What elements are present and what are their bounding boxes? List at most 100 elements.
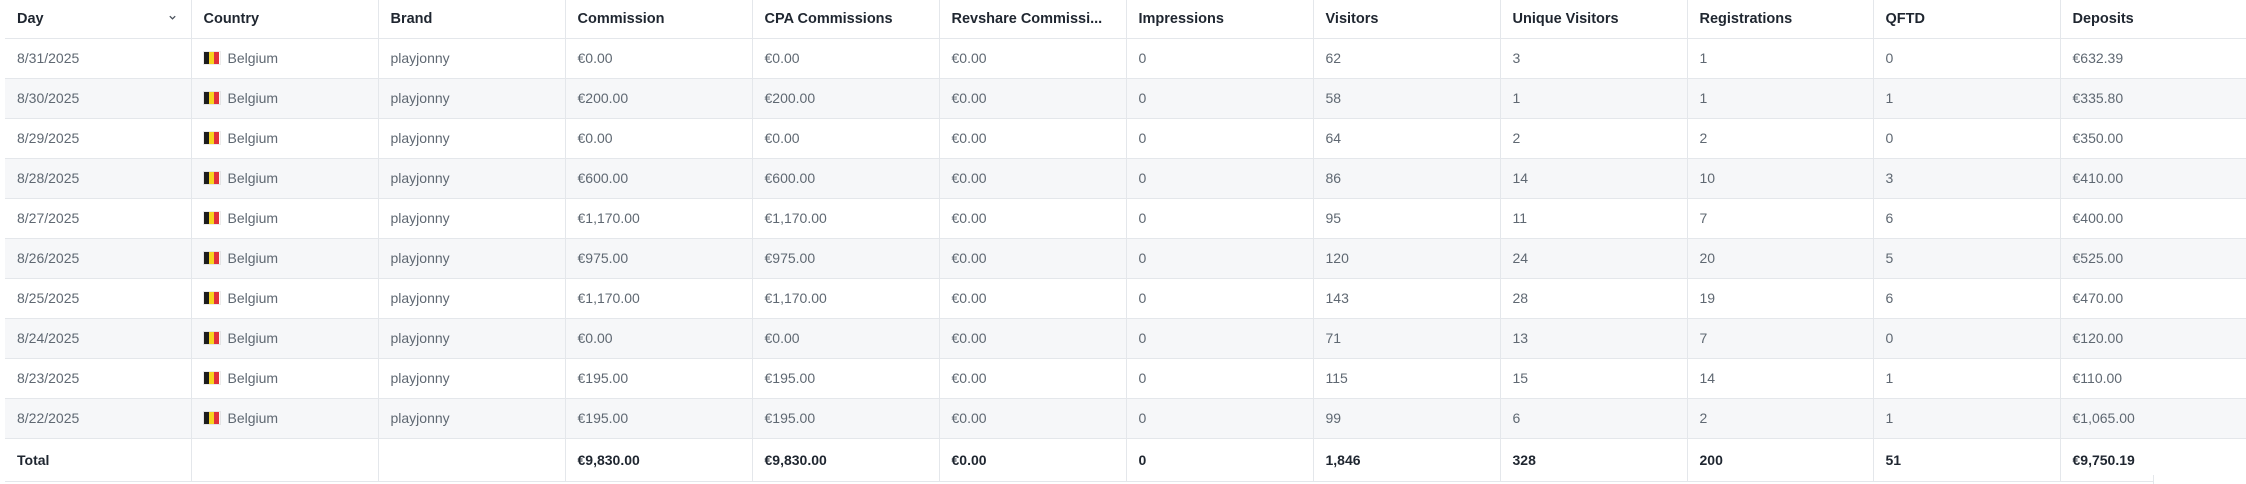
table-row[interactable]: 8/24/2025 Belgium playjonny €0.00 €0.00 €0.00… [5,318,2246,359]
cell-value: €350.00 [2072,130,2124,146]
cell-value: 8/25/2025 [17,290,80,306]
table-row[interactable]: 8/30/2025 Belgium playjonny €200.00 €200.00 €… [5,78,2246,119]
cell-registrations: 1 [1687,78,1874,119]
cell-value: €1,170.00 [764,290,827,306]
cell-brand: playjonny [378,118,566,159]
cell-impressions: 0 [1126,158,1314,199]
column-header-brand[interactable]: Brand [378,0,566,39]
cell-value: €195.00 [764,370,816,386]
cell-impressions: 0 [1126,78,1314,119]
cell-value: 7 [1699,330,1708,346]
cell-value: €1,170.00 [764,210,827,226]
cell-impressions: 0 [1126,398,1314,439]
table-row[interactable]: 8/22/2025 Belgium playjonny €195.00 €195.00 €… [5,398,2246,439]
cell-value: playjonny [390,410,450,426]
cell-unique-visitors: 15 [1500,358,1688,399]
cell-commission: €600.00 [565,158,753,199]
cell-unique-visitors: 14 [1500,158,1688,199]
cell-value: €1,170.00 [577,210,640,226]
cell-value: 115 [1325,370,1348,386]
table-row[interactable]: 8/26/2025 Belgium playjonny €975.00 €975.00 €… [5,238,2246,279]
cell-country: Belgium [191,238,379,279]
total-cell-commission: €9,830.00 [565,438,753,482]
cell-qftd: 3 [1873,158,2061,199]
cell-commission: €195.00 [565,358,753,399]
cell-visitors: 99 [1313,398,1501,439]
table-row[interactable]: 8/31/2025 Belgium playjonny €0.00 €0.00 €0.00… [5,38,2246,79]
cell-registrations: 19 [1687,278,1874,319]
cell-deposits: €110.00 [2060,358,2246,399]
table-row[interactable]: 8/25/2025 Belgium playjonny €1,170.00 €1,170… [5,278,2246,319]
cell-value: 8/23/2025 [17,370,80,386]
cell-revshare-commissions: €0.00 [939,158,1127,199]
column-header-country[interactable]: Country [191,0,379,39]
cell-country: Belgium [191,38,379,79]
cell-value: €0.00 [951,250,987,266]
cell-revshare-commissions: €0.00 [939,358,1127,399]
column-header-day[interactable]: Day [5,0,192,39]
cell-country: Belgium [191,398,379,439]
column-header-impressions[interactable]: Impressions [1126,0,1314,39]
table-row[interactable]: 8/29/2025 Belgium playjonny €0.00 €0.00 €0.00… [5,118,2246,159]
total-cell-impressions: 0 [1126,438,1314,482]
total-cell-revshare-commissions: €0.00 [939,438,1127,482]
belgium-flag-icon [203,212,220,224]
cell-registrations: 14 [1687,358,1874,399]
cell-day: 8/29/2025 [5,118,192,159]
cell-value: €0.00 [951,330,987,346]
cell-qftd: 5 [1873,238,2061,279]
cell-value: 1 [1699,90,1708,106]
cell-registrations: 10 [1687,158,1874,199]
column-header-visitors[interactable]: Visitors [1313,0,1501,39]
column-header-revshare-commissions[interactable]: Revshare Commissi... [939,0,1127,39]
report-table-container: Day Country Brand Commission CPA Commissions… [5,0,2246,484]
cell-deposits: €120.00 [2060,318,2246,359]
horizontal-scrollbar-stub[interactable] [2153,475,2246,484]
cell-value: 28 [1512,290,1529,306]
cell-value: €600.00 [577,170,629,186]
cell-value: 8/31/2025 [17,50,80,66]
cell-deposits: €410.00 [2060,158,2246,199]
belgium-flag-icon [203,132,220,144]
cell-deposits: €525.00 [2060,238,2246,279]
total-value: 328 [1512,451,1536,468]
chevron-down-icon[interactable] [168,13,177,22]
cell-day: 8/26/2025 [5,238,192,279]
cell-value: 71 [1325,330,1342,346]
total-value: Total [17,451,50,468]
cell-cpa-commissions: €600.00 [752,158,940,199]
column-header-registrations[interactable]: Registrations [1687,0,1874,39]
cell-registrations: 20 [1687,238,1874,279]
table-row[interactable]: 8/27/2025 Belgium playjonny €1,170.00 €1,170… [5,198,2246,239]
cell-value: 1 [1885,410,1894,426]
total-cell-day: Total [5,438,192,482]
cell-day: 8/30/2025 [5,78,192,119]
column-header-commission[interactable]: Commission [565,0,753,39]
column-header-cpa-commissions[interactable]: CPA Commissions [752,0,940,39]
column-header-label: Visitors [1325,10,1379,27]
cell-revshare-commissions: €0.00 [939,238,1127,279]
cell-value: €400.00 [2072,210,2124,226]
column-header-qftd[interactable]: QFTD [1873,0,2061,39]
column-header-deposits[interactable]: Deposits [2060,0,2246,39]
column-header-label: QFTD [1885,10,1925,27]
cell-qftd: 0 [1873,318,2061,359]
cell-commission: €1,170.00 [565,198,753,239]
cell-value: 0 [1138,330,1147,346]
cell-value: playjonny [390,130,450,146]
cell-brand: playjonny [378,238,566,279]
cell-brand: playjonny [378,198,566,239]
cell-qftd: 6 [1873,278,2061,319]
cell-registrations: 2 [1687,118,1874,159]
cell-qftd: 0 [1873,118,2061,159]
table-row[interactable]: 8/28/2025 Belgium playjonny €600.00 €600.00 €… [5,158,2246,199]
column-header-unique-visitors[interactable]: Unique Visitors [1500,0,1688,39]
table-row[interactable]: 8/23/2025 Belgium playjonny €195.00 €195.00 €… [5,358,2246,399]
cell-value: 0 [1138,250,1147,266]
cell-cpa-commissions: €0.00 [752,118,940,159]
total-value: €9,830.00 [577,451,640,468]
cell-commission: €195.00 [565,398,753,439]
cell-unique-visitors: 3 [1500,38,1688,79]
cell-commission: €200.00 [565,78,753,119]
cell-value: playjonny [390,170,450,186]
